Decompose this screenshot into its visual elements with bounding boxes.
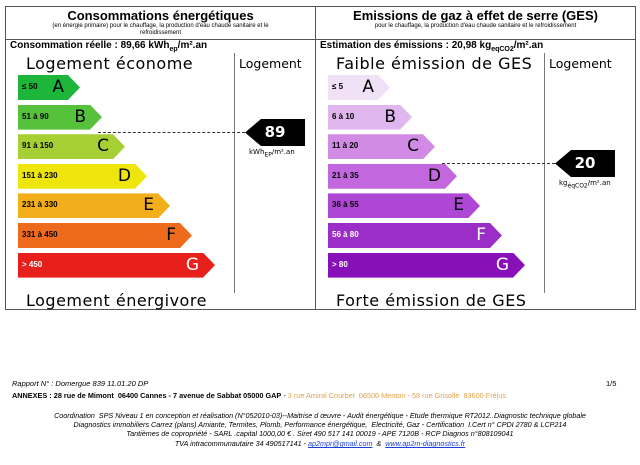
measure-sub: ep <box>169 46 178 53</box>
class-letter: G <box>185 254 199 275</box>
class-bar: 51 à 90 B <box>18 105 102 130</box>
class-range: 91 à 150 <box>22 141 54 151</box>
indicator-arrow: 89 <box>245 119 305 146</box>
class-letter: F <box>476 225 486 245</box>
class-letter: C <box>407 136 419 157</box>
class-bar: 56 à 80 F <box>328 223 502 248</box>
contact: TVA intracommunautaire 34 490517141 - ap… <box>0 439 640 448</box>
class-bar: 151 à 230 D <box>18 164 147 189</box>
class-bar: > 80 G <box>328 253 525 278</box>
annex-item: - <box>405 391 412 400</box>
class-letter: B <box>74 106 86 127</box>
panel-subtitle: pour le chauffage, la production d'eau c… <box>374 23 577 29</box>
measure-sub: eqCO2 <box>491 46 514 53</box>
annex-item: 58 rue Grisolle 83600 Fréjus <box>411 391 507 400</box>
class-range: 51 à 90 <box>22 111 49 121</box>
annex-item: - <box>166 391 173 400</box>
panel-title: Emissions de gaz à effet de serre (GES) <box>353 8 598 23</box>
class-range: ≤ 5 <box>332 82 344 91</box>
title-box: Consommations énergétiques (en énergie pr… <box>6 7 315 40</box>
class-letter: G <box>495 254 509 275</box>
top-label: Logement économe <box>26 54 194 73</box>
unit-rest: /m².an <box>271 148 295 156</box>
class-letter: C <box>97 136 109 157</box>
annex-item: - <box>281 391 288 400</box>
measure-unit: /m².an <box>177 40 208 51</box>
class-bar: ≤ 5 A <box>328 75 390 100</box>
contact-link[interactable]: ap2mpr@gmail.com <box>308 439 373 448</box>
class-letter: F <box>166 225 176 245</box>
contact-text: TVA intracommunautaire 34 490517141 - <box>174 439 309 448</box>
class-letter: E <box>453 195 464 216</box>
class-bar: 231 à 330 E <box>18 193 170 218</box>
column-header: Logement <box>239 56 302 71</box>
panel-subtitle: (en énergie primaire) pour le chauffage,… <box>52 23 269 36</box>
class-range: 151 à 230 <box>22 170 58 180</box>
class-letter: A <box>52 77 64 97</box>
class-bar: ≤ 50 A <box>18 75 80 100</box>
page-number: 1/5 <box>606 379 617 388</box>
indicator-line <box>442 163 555 164</box>
class-range: > 450 <box>22 259 43 269</box>
annex-item: 7 avenue de Sabbat 05000 GAP <box>173 391 282 400</box>
indicator-line <box>98 132 245 133</box>
class-range: 56 à 80 <box>332 230 359 239</box>
annexes: ANNEXES : 28 rue de Mimont 06400 Cannes … <box>12 391 506 400</box>
class-range: > 80 <box>332 259 348 269</box>
footer-line: Tantièmes de copropriété - SARL .capital… <box>126 429 514 438</box>
report-number: Rapport N° : Domergue 839 11.01.20 DP <box>12 379 149 388</box>
annex-item: 3 rue Amiral Courbet 06500 Menton <box>287 391 406 400</box>
measure-text: Consommation réelle : 89,66 kWh <box>10 40 170 51</box>
class-bar: 21 à 35 D <box>328 164 457 189</box>
panel-title: Consommations énergétiques <box>67 8 254 23</box>
contact-link[interactable]: www.ap2m-diagnostics.fr <box>385 439 466 448</box>
class-letter: D <box>117 165 131 186</box>
measure: Consommation réelle : 89,66 kWhep/m².an <box>10 40 207 53</box>
title-box: Emissions de gaz à effet de serre (GES) p… <box>316 7 635 40</box>
class-range: 331 à 450 <box>22 230 58 239</box>
top-label: Faible émission de GES <box>336 54 533 73</box>
class-bar: 36 à 55 E <box>328 193 480 218</box>
unit-rest: /m².an <box>587 179 611 187</box>
footer-line: Coordination SPS Niveau 1 en conception … <box>54 411 586 420</box>
annex-item: ANNEXES : 28 rue de Mimont 06400 Cannes <box>12 391 167 400</box>
class-bar: > 450 G <box>18 253 215 278</box>
class-letter: B <box>384 106 396 127</box>
class-range: 231 à 330 <box>22 200 58 210</box>
top-note: coût éventuel des abonnements inclus <box>14 0 133 1</box>
class-letter: D <box>427 165 441 186</box>
indicator-unit: kWhEP/m².an <box>249 148 295 158</box>
ges-panel: Emissions de gaz à effet de serre (GES) p… <box>315 6 636 310</box>
class-bar: 6 à 10 B <box>328 105 412 130</box>
indicator-arrow: 20 <box>555 150 615 177</box>
class-letter: A <box>362 77 374 97</box>
indicator-unit: kgéqCO2/m².an <box>559 179 611 189</box>
column-header: Logement <box>549 56 612 71</box>
unit-text: kWh <box>249 148 265 156</box>
bottom-label: Forte émission de GES <box>336 291 527 310</box>
bottom-label: Logement énergivore <box>26 291 207 310</box>
energy-panel: Consommations énergétiques (en énergie pr… <box>5 6 316 310</box>
unit-sub: EP <box>264 151 272 159</box>
footer-line: Diagnostics immobiliers Carrez (plans) A… <box>73 420 567 429</box>
class-range: 11 à 20 <box>332 141 359 151</box>
separator <box>234 53 235 293</box>
measure: Estimation des émissions : 20,98 kgeqCO2… <box>320 40 543 53</box>
class-range: 6 à 10 <box>332 111 355 121</box>
unit-sub: éqCO2 <box>567 182 588 190</box>
class-range: 36 à 55 <box>332 200 359 210</box>
class-bar: 11 à 20 C <box>328 134 435 159</box>
class-range: 21 à 35 <box>332 170 359 180</box>
class-bar: 331 à 450 F <box>18 223 192 248</box>
unit-text: kg <box>559 179 568 187</box>
contact-text: & <box>372 439 386 448</box>
class-range: ≤ 50 <box>22 82 38 91</box>
class-letter: E <box>143 195 154 216</box>
measure-unit: /m².an <box>513 40 544 51</box>
separator <box>544 53 545 293</box>
measure-text: Estimation des émissions : 20,98 kg <box>320 40 492 51</box>
class-bar: 91 à 150 C <box>18 134 125 159</box>
